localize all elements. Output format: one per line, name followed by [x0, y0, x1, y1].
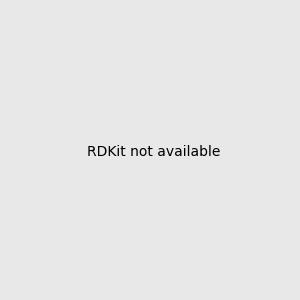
Text: RDKit not available: RDKit not available — [87, 145, 220, 158]
